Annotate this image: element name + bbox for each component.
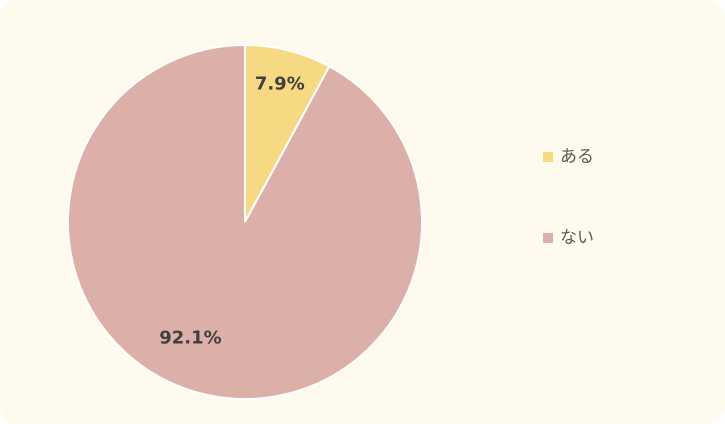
legend-label: ない xyxy=(560,228,594,248)
legend-label: ある xyxy=(560,147,594,167)
data-label: 7.9% xyxy=(255,74,305,95)
pie-slice xyxy=(67,43,423,400)
legend-swatch xyxy=(543,233,553,243)
data-label: 92.1% xyxy=(159,328,221,349)
legend-swatch xyxy=(543,152,553,162)
